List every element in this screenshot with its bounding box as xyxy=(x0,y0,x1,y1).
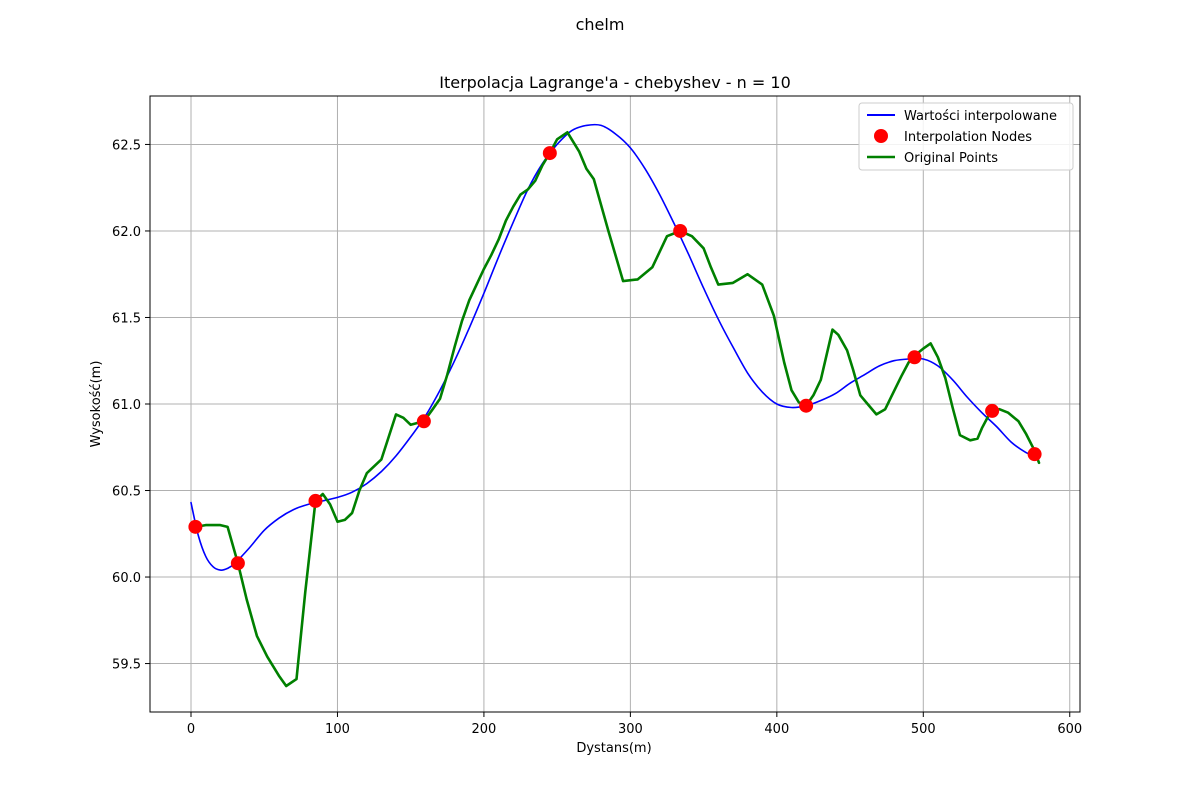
interpolation-node-point xyxy=(230,556,245,571)
y-tick-label: 60.5 xyxy=(112,485,141,500)
legend-swatch-nodes xyxy=(874,129,888,143)
interpolation-node-point xyxy=(907,350,922,365)
interpolation-node-point xyxy=(985,403,1000,418)
legend: Wartości interpolowane Interpolation Nod… xyxy=(858,102,1074,171)
y-tick-label: 60.0 xyxy=(112,571,141,586)
x-tick-label: 0 xyxy=(187,722,195,737)
chart-title: Iterpolacja Lagrange'a - chebyshev - n =… xyxy=(439,73,791,92)
axis-ticks: 0 100 200 300 400 500 600 59.5 60.0 60.5 61.0 61.5 6… xyxy=(112,138,1082,737)
x-tick-label: 200 xyxy=(472,722,497,737)
x-tick-label: 600 xyxy=(1057,722,1082,737)
x-tick-label: 500 xyxy=(911,722,936,737)
x-tick-label: 300 xyxy=(618,722,643,737)
y-tick-label: 59.5 xyxy=(112,658,141,673)
legend-box xyxy=(858,102,1074,171)
interpolation-node-point xyxy=(308,493,323,508)
interpolation-node-point xyxy=(542,146,557,161)
x-axis-label: Dystans(m) xyxy=(576,741,651,756)
interpolated-line xyxy=(190,123,1036,571)
grid-lines xyxy=(150,96,1080,712)
legend-label-nodes: Interpolation Nodes xyxy=(904,130,1032,145)
y-tick-label: 62.5 xyxy=(112,138,141,153)
y-tick-label: 61.0 xyxy=(112,398,141,413)
interpolation-node-point xyxy=(188,519,203,534)
interpolation-node-point xyxy=(673,223,688,238)
y-tick-label: 61.5 xyxy=(112,311,141,326)
interpolation-node-point xyxy=(1027,447,1042,462)
plot-series xyxy=(188,123,1042,688)
legend-label-original: Original Points xyxy=(904,151,998,166)
y-axis-label: Wysokość(m) xyxy=(89,361,104,448)
figure-suptitle: chelm xyxy=(576,15,625,34)
interpolation-node-point xyxy=(416,414,431,429)
x-tick-label: 400 xyxy=(764,722,789,737)
y-tick-label: 62.0 xyxy=(112,225,141,240)
legend-label-interpolated: Wartości interpolowane xyxy=(904,109,1057,124)
interpolation-node-point xyxy=(799,398,814,413)
x-tick-label: 100 xyxy=(325,722,350,737)
plot-frame xyxy=(149,95,1081,713)
original-points-line xyxy=(194,131,1041,688)
